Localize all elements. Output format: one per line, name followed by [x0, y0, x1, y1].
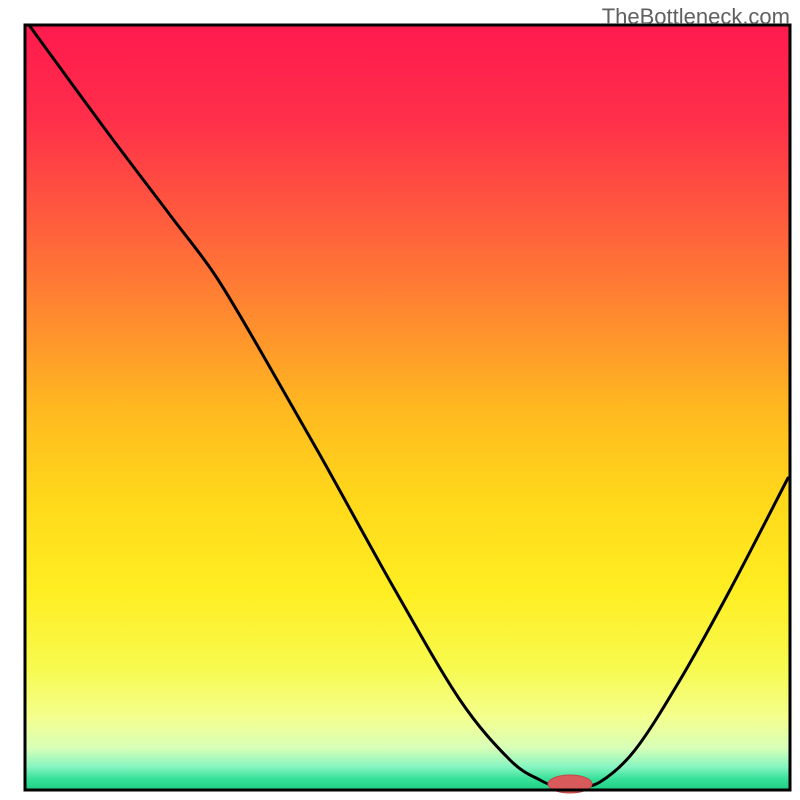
bottleneck-chart	[0, 0, 800, 800]
bottleneck-chart-container: TheBottleneck.com	[0, 0, 800, 800]
watermark-text: TheBottleneck.com	[602, 4, 790, 30]
gradient-background	[25, 25, 790, 790]
